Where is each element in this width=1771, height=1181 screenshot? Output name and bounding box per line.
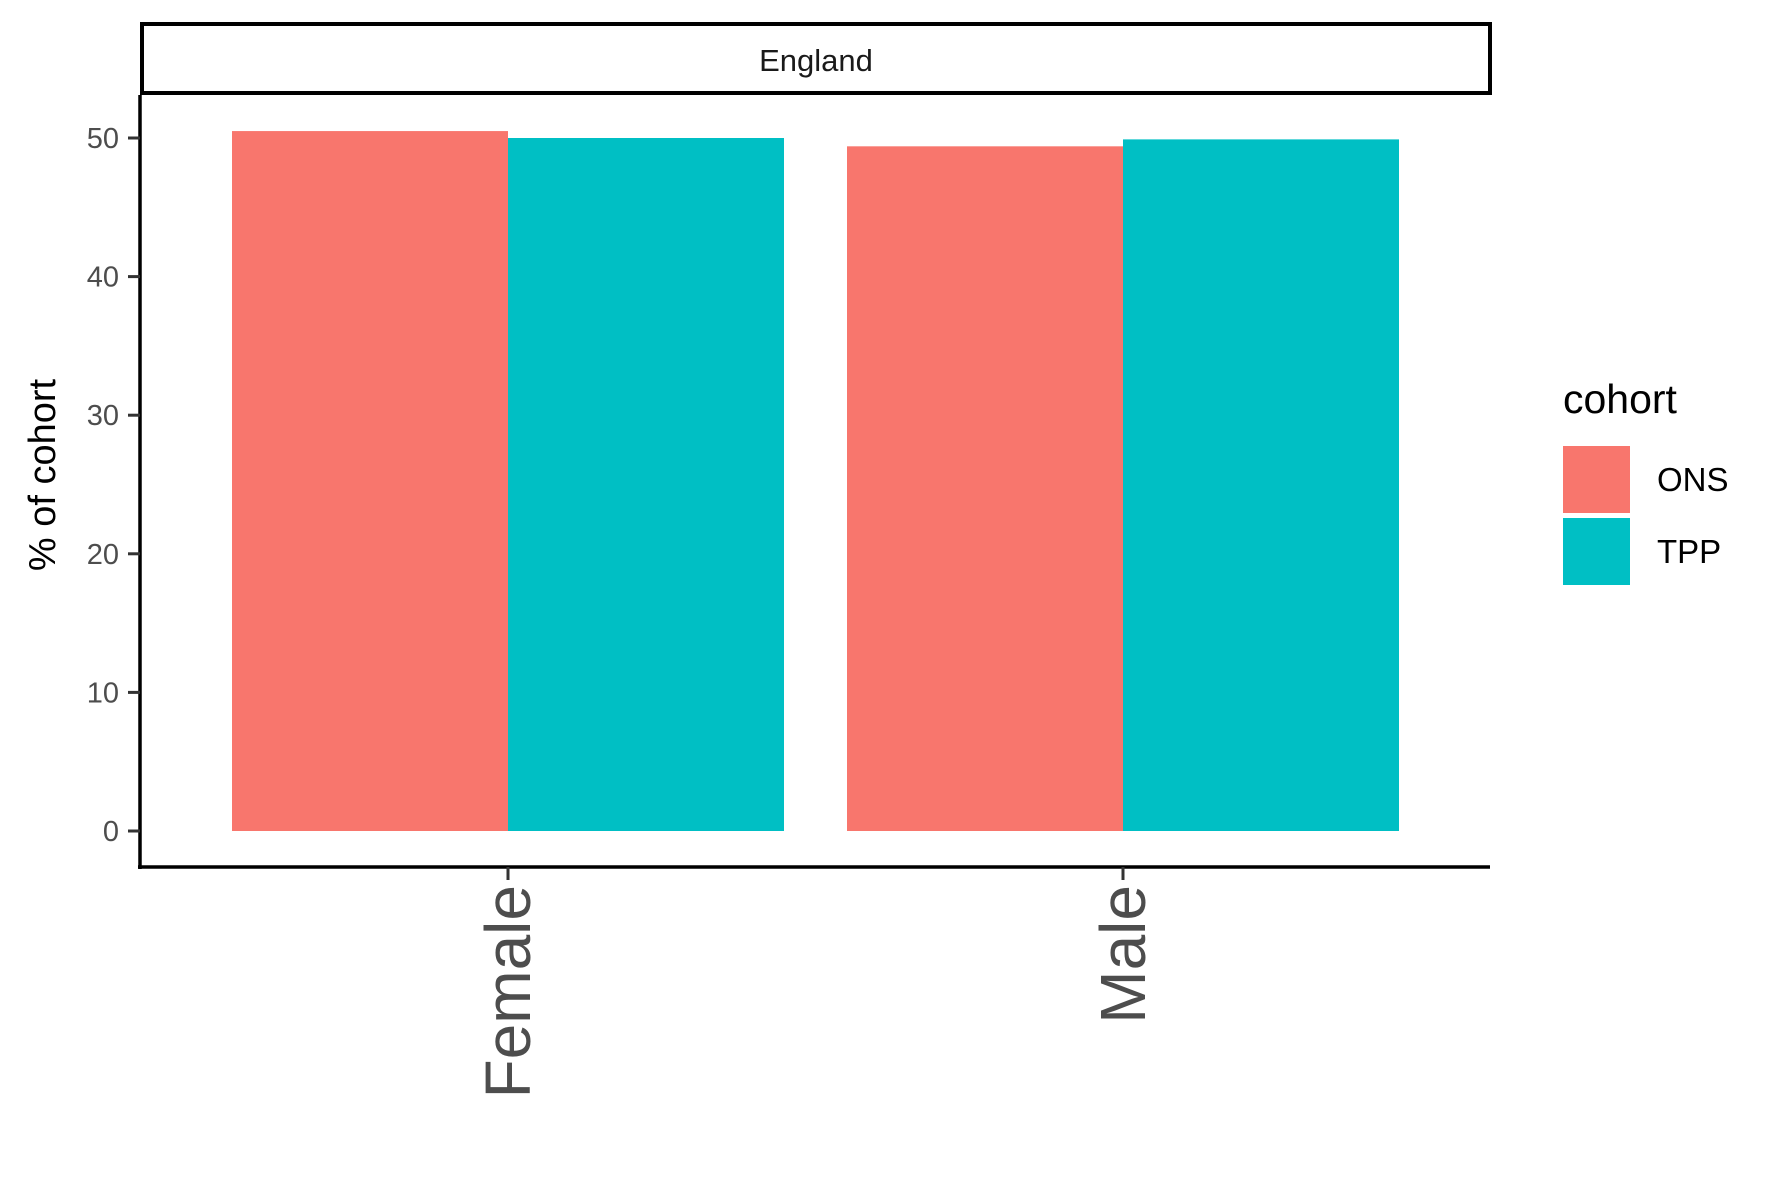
legend-title: cohort [1563, 376, 1678, 422]
y-tick-label: 30 [87, 400, 119, 432]
legend: cohort ONS TPP [1563, 376, 1729, 585]
legend-key-ons [1563, 446, 1630, 513]
bars [232, 131, 1399, 832]
facet-strip-label: England [759, 43, 873, 78]
y-ticks: 0 10 20 30 40 50 [87, 123, 140, 848]
bar-male-tpp [1123, 139, 1399, 832]
legend-items: ONS TPP [1563, 446, 1729, 585]
y-tick-label: 40 [87, 262, 119, 294]
bar-female-tpp [508, 138, 784, 831]
legend-label-ons: ONS [1657, 461, 1729, 498]
axes [138, 95, 1490, 869]
y-tick-label: 10 [87, 677, 119, 709]
y-tick-label: 50 [87, 123, 119, 155]
x-ticks: Female Male [472, 867, 1159, 1098]
x-tick-label-male: Male [1087, 885, 1159, 1024]
facet-strip-box [140, 22, 1492, 95]
facet-strip: England [140, 22, 1492, 95]
legend-label-tpp: TPP [1657, 533, 1721, 570]
y-tick-label: 20 [87, 539, 119, 571]
bar-male-ons [847, 146, 1123, 832]
x-tick-label-female: Female [472, 885, 544, 1098]
legend-key-tpp [1563, 518, 1630, 585]
y-axis-title: % of cohort [22, 378, 64, 571]
y-tick-label: 0 [103, 816, 119, 848]
bar-female-ons [232, 131, 508, 831]
